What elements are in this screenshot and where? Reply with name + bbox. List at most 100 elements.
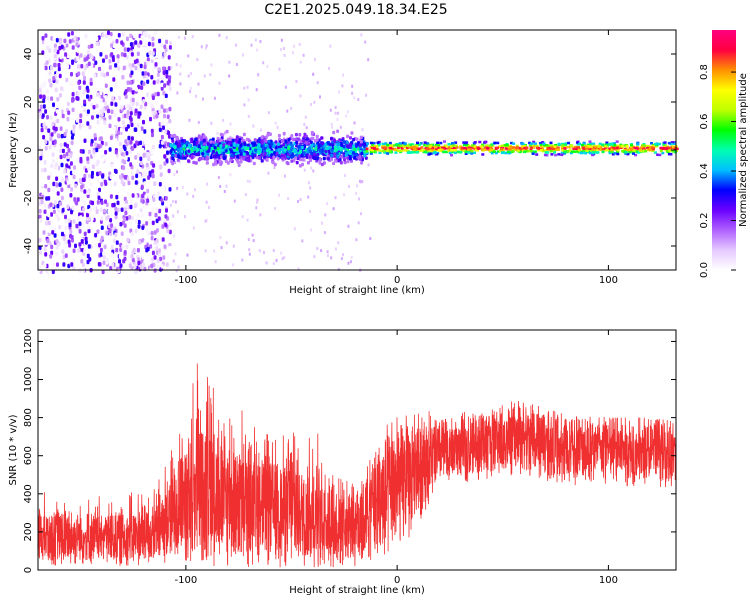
spectrogram-cell	[80, 64, 84, 69]
spectrogram-cell	[49, 136, 53, 142]
spectrogram-cell	[470, 152, 474, 155]
spectrogram-cell	[252, 124, 255, 128]
spectrogram-cell	[576, 146, 580, 149]
spectrogram-cell	[383, 151, 387, 154]
spectrogram-cell	[359, 140, 363, 144]
spectrogram-cell	[420, 146, 424, 149]
spectrogram-cell	[577, 151, 581, 154]
spectrogram-cell	[340, 257, 343, 261]
spectrogram-cell	[199, 148, 203, 153]
spectrogram-cell	[339, 161, 343, 165]
spectrogram-cell	[39, 111, 42, 116]
spectrogram-cell	[601, 143, 605, 146]
spectrogram-cell	[150, 191, 154, 196]
spectrogram-cell	[350, 131, 354, 135]
spectrogram-cell	[578, 142, 582, 146]
spectrogram-cell	[112, 126, 116, 132]
spectrogram-cell	[340, 143, 344, 147]
spectrogram-cell	[604, 145, 608, 148]
spectrogram-cell	[138, 67, 142, 73]
spectrogram-cell	[441, 148, 445, 152]
spectrogram-cell	[340, 154, 344, 159]
spectrogram-cell	[206, 142, 210, 146]
spectrogram-cell	[129, 140, 133, 145]
spectrogram-cell	[616, 148, 620, 152]
spectrogram-cell	[358, 143, 362, 147]
spectrogram-cell	[516, 146, 519, 149]
spectrogram-cell	[263, 155, 267, 159]
spectrogram-cell	[642, 143, 646, 146]
spectrogram-cell	[491, 149, 495, 152]
spectrogram-cell	[162, 66, 166, 71]
x-tick-label: -100	[175, 275, 198, 286]
spectrogram-cell	[573, 146, 577, 149]
spectrogram-cell	[610, 148, 614, 151]
spectrogram-cell	[84, 34, 88, 39]
spectrogram-cell	[69, 193, 73, 198]
spectrogram-cell	[267, 111, 270, 115]
spectrogram-cell	[604, 143, 608, 146]
spectrogram-cell	[38, 265, 42, 271]
spectrogram-cell	[119, 222, 123, 227]
spectrogram-cell	[235, 43, 237, 47]
spectrogram-cell	[283, 148, 287, 152]
spectrogram-cell	[266, 133, 270, 137]
spectrogram-cell	[38, 238, 42, 243]
spectrogram-cell	[256, 200, 258, 204]
spectrogram-cell	[85, 56, 89, 61]
spectrogram-cell	[342, 140, 346, 144]
spectrogram-cell	[87, 209, 91, 214]
spectrogram-cell	[61, 148, 65, 154]
spectrogram-cell	[165, 208, 168, 213]
spectrogram-cell	[403, 142, 407, 145]
spectrogram-cell	[202, 134, 206, 139]
spectrogram-cell	[361, 128, 364, 132]
spectrogram-cell	[156, 72, 160, 77]
spectrogram-cell	[118, 95, 121, 101]
spectrogram-cell	[488, 144, 492, 147]
spectrogram-cell	[109, 265, 113, 271]
spectrogram-cell	[78, 105, 81, 110]
spectrogram-cell	[145, 247, 149, 253]
spectrogram-cell	[233, 199, 236, 203]
spectrogram-cell	[499, 149, 503, 152]
spectrogram-cell	[323, 231, 326, 235]
spectrogram-cell	[139, 208, 143, 213]
spectrogram-cell	[179, 82, 182, 86]
spectrogram-cell	[169, 143, 173, 148]
spectrogram-cell	[473, 145, 477, 148]
spectrogram-cell	[47, 128, 51, 133]
spectrogram-cell	[447, 146, 451, 149]
spectrogram-cell	[105, 105, 109, 110]
spectrogram-cell	[145, 221, 149, 226]
spectrogram-cell	[396, 144, 400, 147]
spectrogram-cell	[84, 168, 88, 173]
spectrogram-cell	[587, 143, 591, 147]
spectrogram-cell	[326, 157, 330, 161]
spectrogram-cell	[273, 162, 277, 167]
spectrogram-cell	[114, 169, 118, 174]
spectrogram-cell	[129, 66, 133, 71]
spectrogram-cell	[390, 145, 394, 149]
spectrogram-cell	[123, 113, 127, 119]
spectrogram-cell	[131, 63, 135, 68]
spectrogram-cell	[423, 150, 427, 154]
spectrogram-cell	[123, 47, 127, 52]
spectrogram-cell	[96, 171, 100, 177]
spectrogram-cell	[44, 252, 48, 257]
spectrogram-cell	[290, 144, 294, 148]
spectrogram-cell	[109, 194, 113, 199]
spectrogram-cell	[608, 147, 611, 150]
spectrogram-cell	[349, 136, 352, 140]
spectrogram-cell	[452, 147, 455, 150]
spectrogram-cell	[301, 239, 304, 243]
spectrogram-cell	[43, 203, 47, 208]
spectrogram-cell	[83, 65, 87, 71]
spectrogram-cell	[581, 143, 584, 147]
spectrogram-cell	[301, 138, 305, 143]
spectrogram-cell	[285, 161, 289, 165]
spectrogram-cell	[136, 248, 140, 253]
spectrogram-cell	[192, 142, 196, 147]
y-tick-label: 40	[23, 48, 34, 61]
